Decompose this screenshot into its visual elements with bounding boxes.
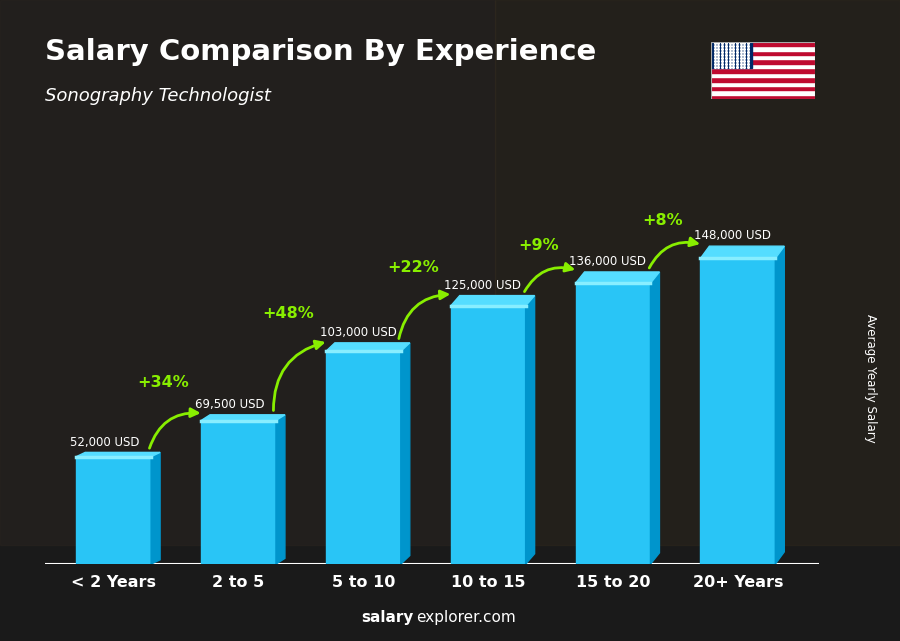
Text: +8%: +8%: [643, 213, 683, 228]
Bar: [700, 258, 775, 564]
Bar: [711, 77, 814, 81]
Bar: [711, 90, 814, 95]
Polygon shape: [700, 246, 784, 258]
Text: 103,000 USD: 103,000 USD: [320, 326, 397, 339]
Polygon shape: [775, 246, 784, 564]
Text: 148,000 USD: 148,000 USD: [694, 229, 771, 242]
Text: Salary Comparison By Experience: Salary Comparison By Experience: [45, 38, 596, 67]
Bar: [576, 283, 651, 564]
Bar: [326, 351, 400, 564]
Bar: [711, 55, 814, 60]
Bar: [0, 0, 495, 545]
Text: 52,000 USD: 52,000 USD: [70, 436, 140, 449]
Bar: [76, 456, 151, 564]
Bar: [711, 42, 814, 46]
Bar: [711, 51, 814, 55]
Bar: [451, 306, 526, 564]
Polygon shape: [151, 453, 160, 564]
Text: +9%: +9%: [518, 238, 558, 253]
Bar: [711, 46, 814, 51]
Text: +48%: +48%: [263, 306, 314, 320]
Bar: [711, 60, 814, 64]
Text: salary: salary: [362, 610, 414, 625]
Bar: [495, 0, 900, 545]
Polygon shape: [526, 296, 535, 564]
Text: Sonography Technologist: Sonography Technologist: [45, 87, 271, 104]
Text: explorer.com: explorer.com: [416, 610, 516, 625]
Bar: [711, 86, 814, 90]
Polygon shape: [201, 415, 285, 420]
Bar: [711, 42, 752, 69]
Polygon shape: [76, 453, 160, 456]
Bar: [711, 69, 814, 72]
Polygon shape: [651, 272, 660, 564]
Bar: [711, 72, 814, 77]
Bar: [711, 81, 814, 86]
Text: 136,000 USD: 136,000 USD: [570, 255, 646, 269]
Polygon shape: [576, 272, 660, 283]
Polygon shape: [400, 343, 410, 564]
Text: +22%: +22%: [387, 260, 439, 276]
Text: 125,000 USD: 125,000 USD: [445, 279, 521, 292]
Polygon shape: [326, 343, 410, 351]
Text: 69,500 USD: 69,500 USD: [194, 398, 265, 411]
Bar: [711, 64, 814, 69]
Polygon shape: [276, 415, 285, 564]
Text: Average Yearly Salary: Average Yearly Salary: [865, 314, 878, 442]
Text: +34%: +34%: [138, 375, 190, 390]
Bar: [711, 95, 814, 99]
Polygon shape: [451, 296, 535, 306]
Bar: [201, 420, 276, 564]
